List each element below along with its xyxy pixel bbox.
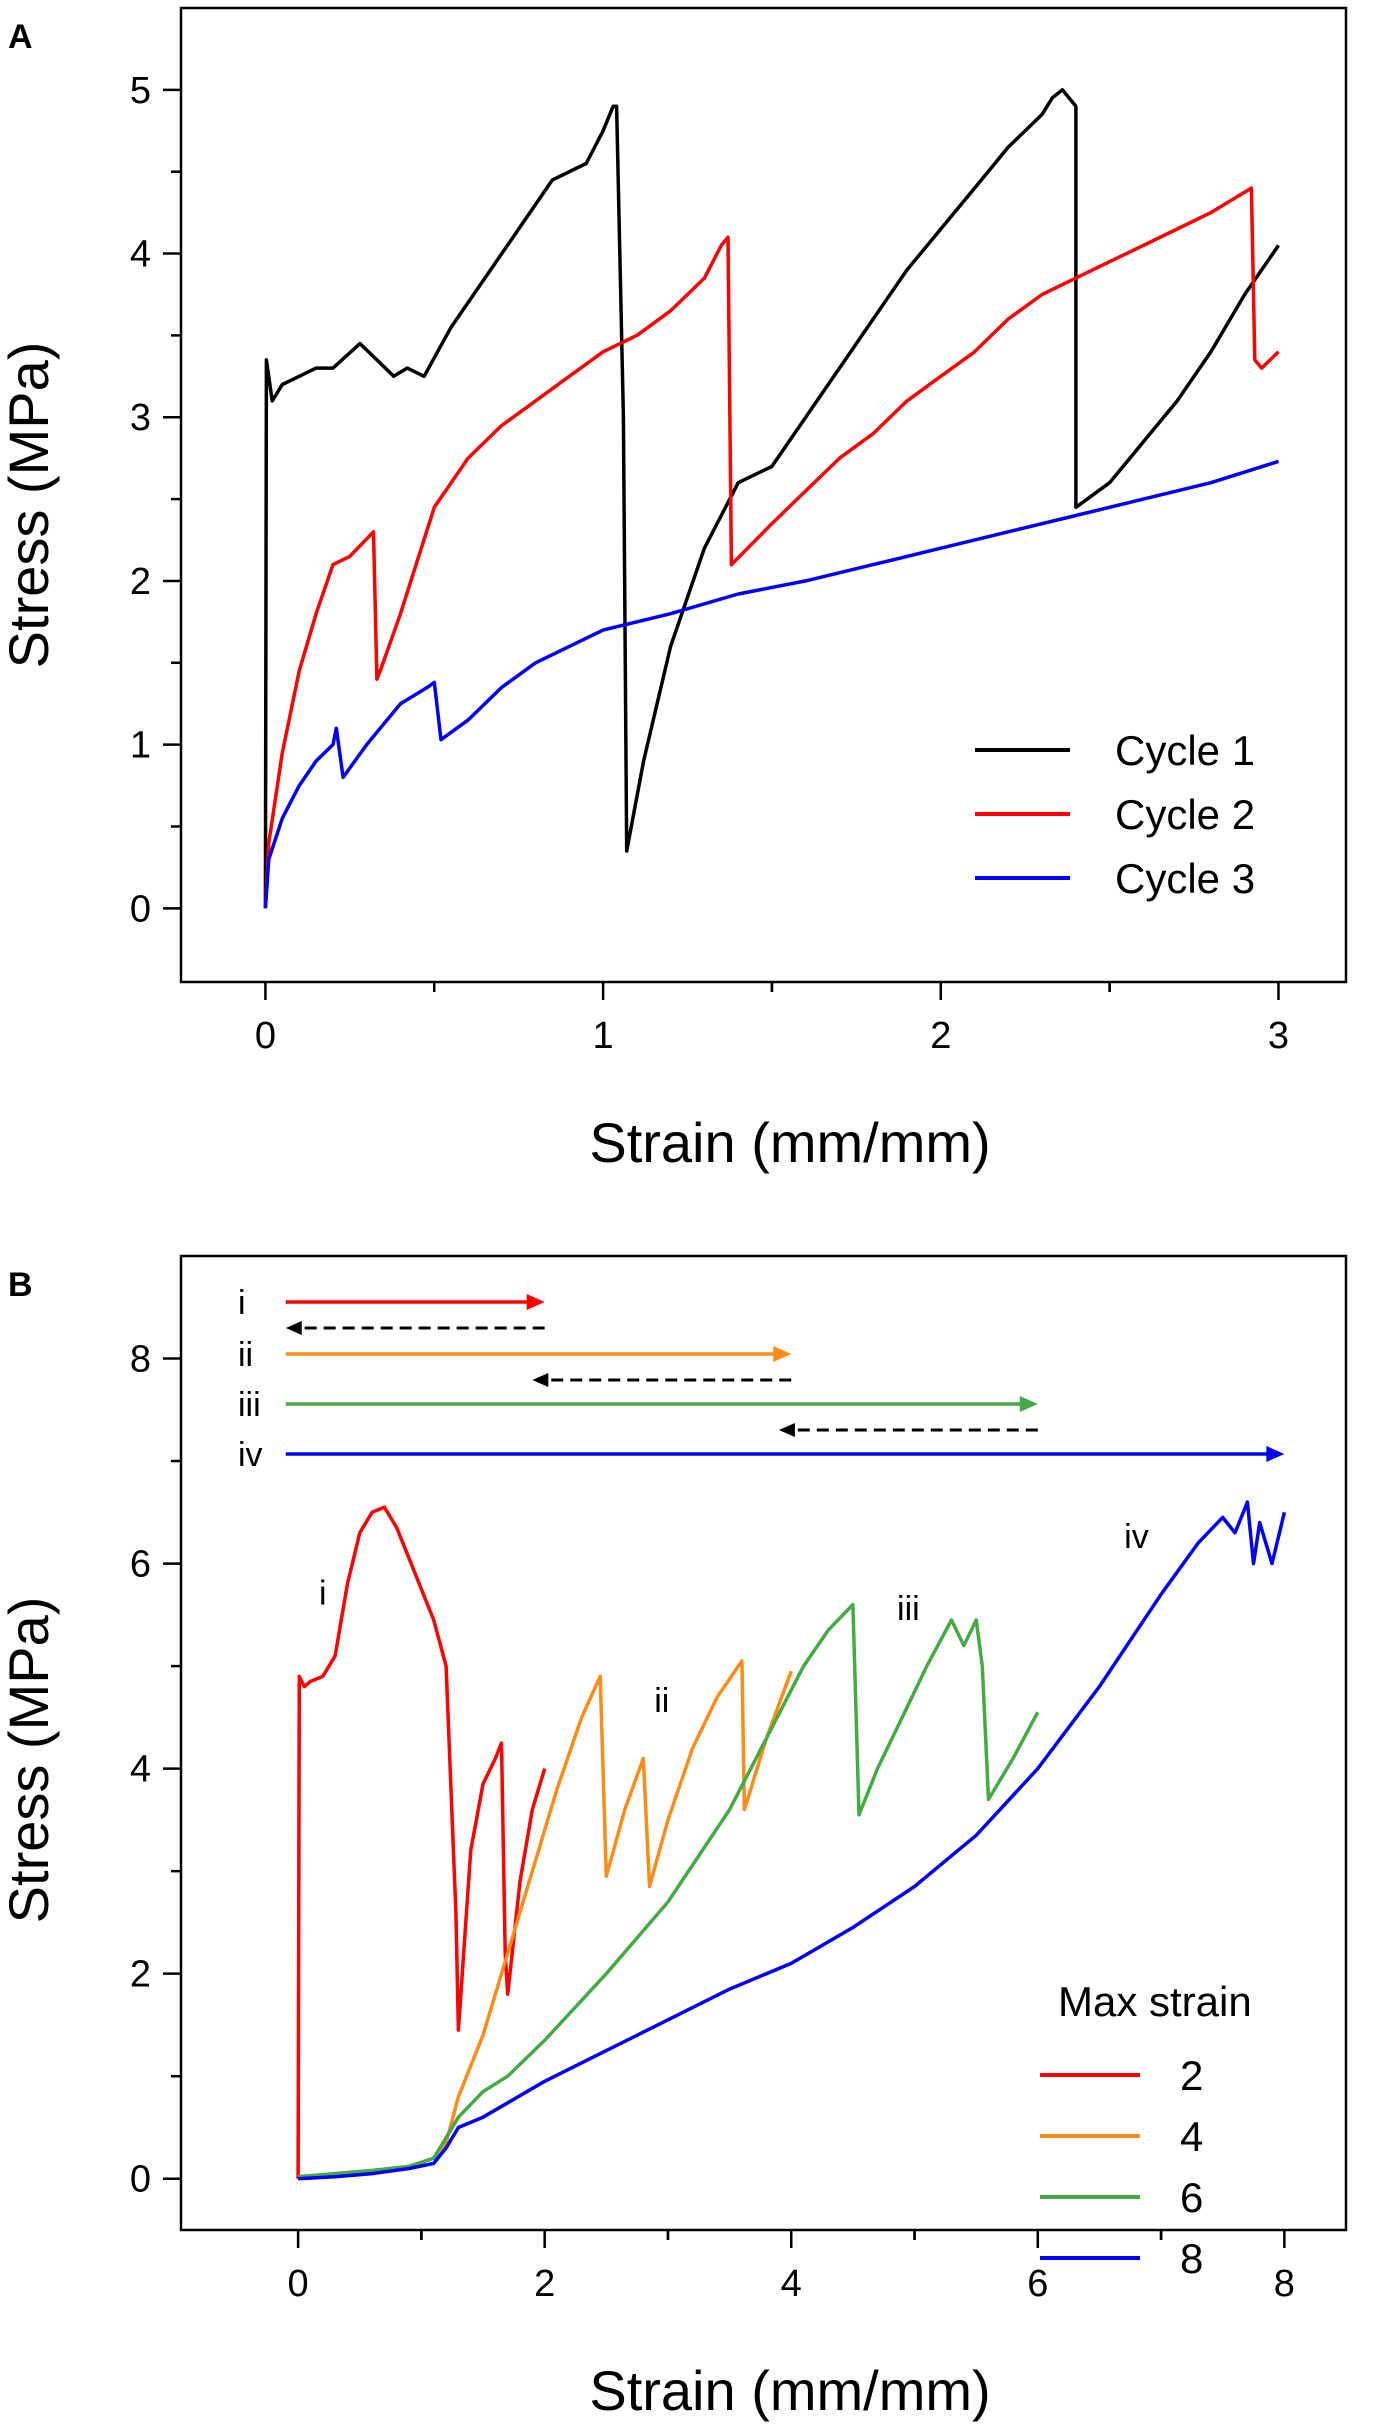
legend-label: Cycle 3 (1115, 855, 1255, 902)
loading-arrow-head (526, 1294, 545, 1310)
panel-a: A 0 1 2 3 0 1 2 3 4 5 Strain (mm/mm) Stress (MPa)… (0, 6, 1348, 1174)
panel-b-plot-frame (179, 1254, 1348, 2232)
panel-a-axes: 0 1 2 3 0 1 2 3 4 5 (130, 70, 1289, 1057)
x-tick-label: 6 (1027, 2263, 1048, 2305)
y-tick-label: 0 (130, 888, 151, 930)
y-tick-label: 5 (130, 70, 151, 112)
curve-annotation: i (319, 1575, 327, 1613)
panel-b-y-axis-title: Stress (MPa) (0, 1597, 60, 1924)
y-tick-label: 8 (130, 1339, 151, 1381)
arrow-label: iv (238, 1436, 263, 1474)
series-line-cycle-2 (263, 186, 1280, 909)
y-tick-label: 6 (130, 1544, 151, 1586)
y-tick-label: 4 (130, 234, 151, 276)
x-tick-label: 1 (593, 1015, 614, 1057)
panel-a-letter: A (8, 18, 33, 56)
legend-label: 2 (1180, 2052, 1203, 2099)
y-tick-label: 0 (130, 2159, 151, 2201)
y-tick-label: 2 (130, 1954, 151, 1996)
y-tick-label: 3 (130, 397, 151, 439)
x-tick-label: 4 (781, 2263, 802, 2305)
series-line-4 (297, 1659, 793, 2179)
legend-label: Cycle 1 (1115, 727, 1255, 774)
panel-b-letter: B (8, 1266, 33, 1304)
panel-a-y-axis-title: Stress (MPa) (0, 342, 60, 669)
curve-annotation: iv (1124, 1518, 1149, 1556)
x-tick-label: 2 (534, 2263, 555, 2305)
curve-annotation: ii (654, 1682, 669, 1720)
arrow-label: iii (238, 1386, 261, 1424)
panel-a-series (263, 88, 1280, 909)
loading-arrow-head (1266, 1446, 1285, 1462)
legend-label: Cycle 2 (1115, 791, 1255, 838)
panel-b-axes: 0 2 4 6 8 0 2 4 6 8 (130, 1339, 1295, 2305)
series-line-6 (297, 1602, 1040, 2179)
panel-b-x-axis-title: Strain (mm/mm) (589, 2359, 990, 2422)
curve-annotation: iii (897, 1590, 920, 1628)
panel-b-series (296, 1500, 1287, 2181)
legend-label: 8 (1180, 2235, 1203, 2282)
legend-label: 6 (1180, 2174, 1203, 2221)
unloading-arrow-head (285, 1321, 302, 1335)
arrow-label: ii (238, 1336, 253, 1374)
x-tick-label: 8 (1274, 2263, 1295, 2305)
x-tick-label: 0 (255, 1015, 276, 1057)
arrow-label: i (238, 1284, 246, 1322)
legend-label: 4 (1180, 2113, 1203, 2160)
x-tick-label: 0 (288, 2263, 309, 2305)
panel-b-legend: Max strain 2 4 6 8 (1040, 1978, 1252, 2282)
series-line-2 (296, 1505, 547, 2179)
series-line-8 (298, 1500, 1287, 2181)
series-line-cycle-1 (263, 88, 1280, 909)
panel-a-x-axis-title: Strain (mm/mm) (589, 1111, 990, 1174)
panel-b-legend-title: Max strain (1058, 1978, 1252, 2025)
panel-a-legend: Cycle 1 Cycle 2 Cycle 3 (975, 727, 1255, 902)
y-tick-label: 4 (130, 1749, 151, 1791)
panel-a-plot-frame (179, 6, 1348, 984)
y-tick-label: 1 (130, 725, 151, 767)
x-tick-label: 2 (930, 1015, 951, 1057)
unloading-arrow-head (532, 1373, 549, 1387)
series-line-cycle-3 (263, 459, 1280, 909)
y-tick-label: 2 (130, 561, 151, 603)
unloading-arrow-head (778, 1423, 795, 1437)
loading-arrow-head (1019, 1396, 1038, 1412)
loading-arrow-head (773, 1346, 792, 1362)
x-tick-label: 3 (1268, 1015, 1289, 1057)
